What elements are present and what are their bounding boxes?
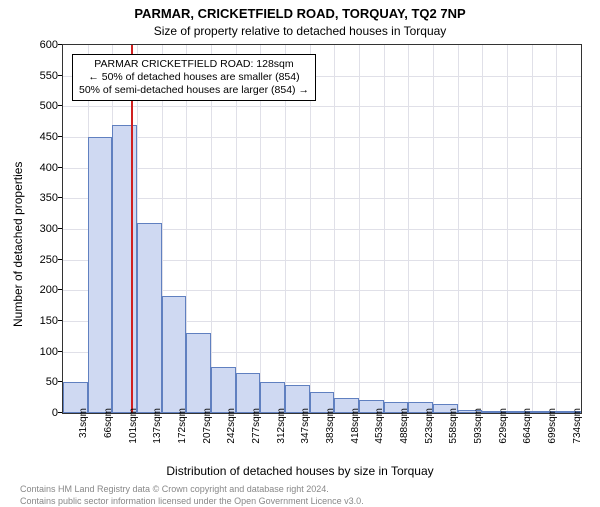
x-tick-label: 66sqm (103, 408, 114, 458)
gridline-v (507, 45, 508, 413)
x-tick-label: 418sqm (350, 408, 361, 458)
histogram-bar (211, 367, 236, 413)
y-tick-label: 500 (18, 100, 58, 112)
y-tick-label: 150 (18, 315, 58, 327)
gridline-v (408, 45, 409, 413)
y-tick-label: 400 (18, 162, 58, 174)
gridline-v (556, 45, 557, 413)
x-axis-label: Distribution of detached houses by size … (0, 464, 600, 478)
histogram-bar (162, 296, 187, 413)
y-axis-label: Number of detached properties (11, 162, 25, 327)
x-tick-label: 523sqm (424, 408, 435, 458)
y-tick-label: 250 (18, 254, 58, 266)
gridline-v (482, 45, 483, 413)
x-tick-label: 664sqm (522, 408, 533, 458)
histogram-bar (137, 223, 162, 413)
x-tick-label: 699sqm (547, 408, 558, 458)
y-tick-label: 300 (18, 223, 58, 235)
x-tick-label: 101sqm (128, 408, 139, 458)
chart-title: PARMAR, CRICKETFIELD ROAD, TORQUAY, TQ2 … (0, 6, 600, 21)
footer-text: Contains HM Land Registry data © Crown c… (20, 484, 364, 507)
y-tick-label: 350 (18, 192, 58, 204)
histogram-bar (186, 333, 211, 413)
x-tick-label: 242sqm (226, 408, 237, 458)
x-tick-label: 347sqm (300, 408, 311, 458)
annotation-line: PARMAR CRICKETFIELD ROAD: 128sqm (79, 58, 309, 71)
gridline-v (433, 45, 434, 413)
gridline-v (532, 45, 533, 413)
gridline-v (384, 45, 385, 413)
chart-subtitle: Size of property relative to detached ho… (0, 24, 600, 38)
x-tick-label: 277sqm (251, 408, 262, 458)
gridline-h (63, 106, 581, 107)
x-tick-label: 383sqm (325, 408, 336, 458)
x-tick-label: 488sqm (399, 408, 410, 458)
x-tick-label: 312sqm (276, 408, 287, 458)
chart-container: PARMAR, CRICKETFIELD ROAD, TORQUAY, TQ2 … (0, 0, 600, 500)
annotation-box: PARMAR CRICKETFIELD ROAD: 128sqm← 50% of… (72, 54, 316, 101)
y-tick-label: 550 (18, 70, 58, 82)
footer-line-2: Contains public sector information licen… (20, 496, 364, 507)
annotation-line: 50% of semi-detached houses are larger (… (79, 84, 309, 97)
gridline-v (359, 45, 360, 413)
y-tick-label: 450 (18, 131, 58, 143)
x-tick-label: 172sqm (177, 408, 188, 458)
gridline-h (63, 168, 581, 169)
x-tick-label: 558sqm (448, 408, 459, 458)
x-tick-label: 137sqm (152, 408, 163, 458)
y-tick-label: 100 (18, 346, 58, 358)
gridline-v (458, 45, 459, 413)
footer-line-1: Contains HM Land Registry data © Crown c… (20, 484, 364, 496)
y-tick-label: 0 (18, 407, 58, 419)
y-tick-label: 50 (18, 376, 58, 388)
histogram-bar (88, 137, 113, 413)
annotation-line: ← 50% of detached houses are smaller (85… (79, 71, 309, 84)
gridline-h (63, 137, 581, 138)
x-tick-label: 31sqm (78, 408, 89, 458)
x-tick-label: 453sqm (374, 408, 385, 458)
y-tick-label: 600 (18, 39, 58, 51)
gridline-h (63, 198, 581, 199)
x-tick-label: 593sqm (473, 408, 484, 458)
x-tick-label: 629sqm (498, 408, 509, 458)
y-tick-label: 200 (18, 284, 58, 296)
gridline-v (334, 45, 335, 413)
histogram-bar (112, 125, 137, 413)
x-tick-label: 734sqm (572, 408, 583, 458)
x-tick-label: 207sqm (202, 408, 213, 458)
